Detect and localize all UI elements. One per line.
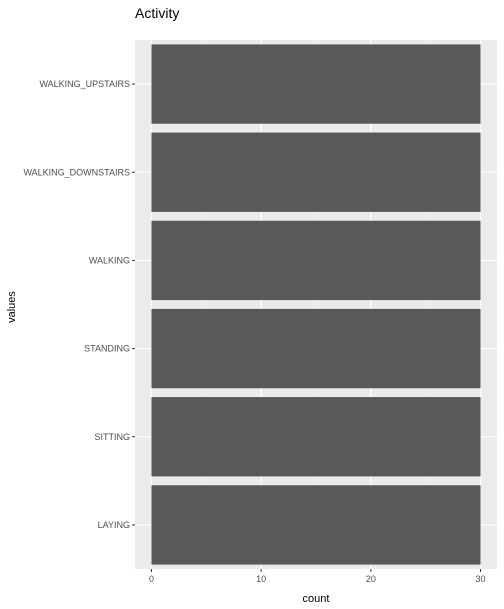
x-axis-title: count <box>303 593 330 605</box>
y-axis: WALKING_UPSTAIRS WALKING_DOWNSTAIRS WALKIN… <box>23 79 135 530</box>
x-axis: 0 10 20 30 <box>149 569 486 584</box>
x-tick-label: 10 <box>256 574 266 584</box>
y-tick-label: WALKING_DOWNSTAIRS <box>23 167 130 177</box>
bar <box>151 220 481 301</box>
y-tick-label: SITTING <box>95 432 131 442</box>
bar <box>151 485 481 565</box>
bar <box>151 397 481 477</box>
bar <box>151 132 481 212</box>
x-tick-label: 0 <box>149 574 154 584</box>
y-tick-label: WALKING_UPSTAIRS <box>39 79 130 89</box>
bars <box>151 44 481 565</box>
y-tick-label: STANDING <box>84 344 130 354</box>
bar <box>151 308 481 389</box>
chart-title: Activity <box>135 5 179 21</box>
bar <box>151 44 481 124</box>
y-axis-title: values <box>6 291 18 323</box>
y-tick-label: LAYING <box>98 520 130 530</box>
x-tick-label: 30 <box>476 574 486 584</box>
y-tick-label: WALKING <box>89 255 130 265</box>
x-tick-label: 20 <box>366 574 376 584</box>
